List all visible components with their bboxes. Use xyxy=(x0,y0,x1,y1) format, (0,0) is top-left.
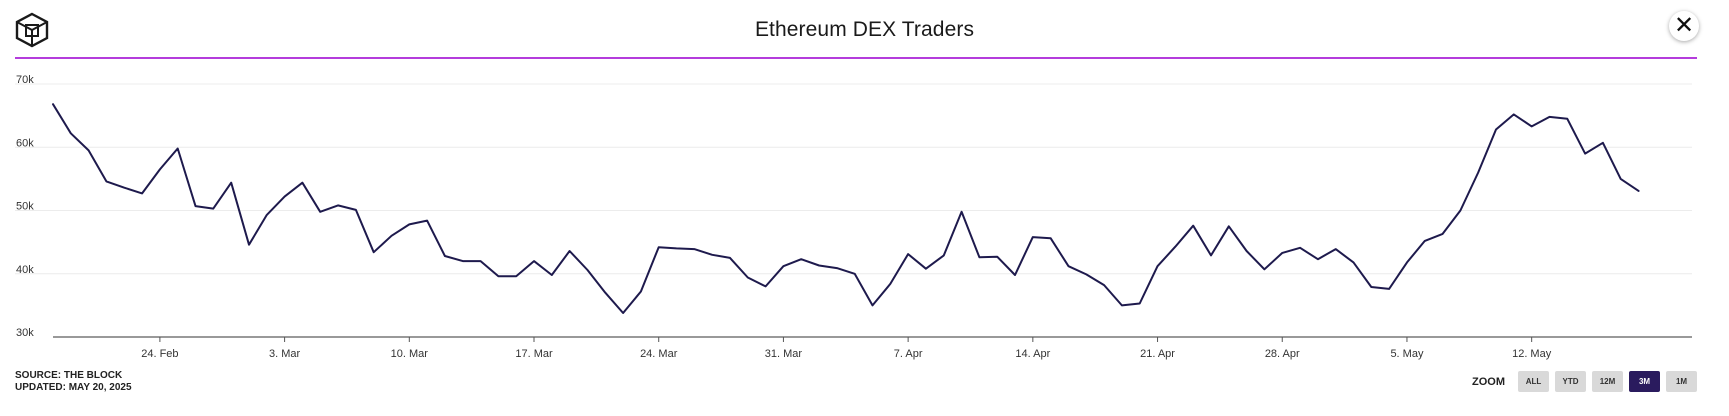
zoom-3m-button[interactable]: 3M xyxy=(1629,371,1660,392)
source-info: SOURCE: THE BLOCK UPDATED: MAY 20, 2025 xyxy=(15,370,132,394)
chart-title: Ethereum DEX Traders xyxy=(754,18,975,41)
x-tick-label: 21. Apr xyxy=(1140,348,1175,360)
x-tick-label: 24. Feb xyxy=(141,348,178,360)
x-tick-label: 12. May xyxy=(1512,348,1552,360)
x-tick-label: 17. Mar xyxy=(515,348,553,360)
brand-logo-icon xyxy=(15,12,49,48)
y-tick-label: 60k xyxy=(16,137,34,149)
source-text: SOURCE: THE BLOCK xyxy=(15,370,123,381)
close-button[interactable]: ✕ xyxy=(1669,11,1699,41)
zoom-all-button[interactable]: ALL xyxy=(1518,371,1549,392)
x-tick-label: 31. Mar xyxy=(765,348,803,360)
x-tick-label: 10. Mar xyxy=(391,348,429,360)
y-tick-label: 30k xyxy=(16,327,34,339)
x-tick-label: 7. Apr xyxy=(894,348,923,360)
updated-text: UPDATED: MAY 20, 2025 xyxy=(15,382,132,393)
y-tick-label: 40k xyxy=(16,264,34,276)
y-tick-label: 50k xyxy=(16,201,34,213)
line-chart: 30k 40k 50k 60k 70k 24. Feb 3. Mar 10. Mar 17. M… xyxy=(15,74,1692,360)
y-tick-label: 70k xyxy=(16,74,34,86)
zoom-12m-button[interactable]: 12M xyxy=(1592,371,1623,392)
zoom-controls: ZOOM ALL YTD 12M 3M 1M xyxy=(1472,371,1697,392)
zoom-label: ZOOM xyxy=(1472,375,1505,388)
zoom-1m-button[interactable]: 1M xyxy=(1666,371,1697,392)
series-line-ethereum-dex-traders xyxy=(52,103,1640,314)
x-tick-label: 3. Mar xyxy=(269,348,301,360)
x-tick-label: 28. Apr xyxy=(1265,348,1300,360)
x-tick-label: 24. Mar xyxy=(640,348,678,360)
zoom-ytd-button[interactable]: YTD xyxy=(1555,371,1586,392)
x-tick-label: 14. Apr xyxy=(1015,348,1050,360)
x-tick-label: 5. May xyxy=(1390,348,1424,360)
title-divider xyxy=(15,57,1697,59)
